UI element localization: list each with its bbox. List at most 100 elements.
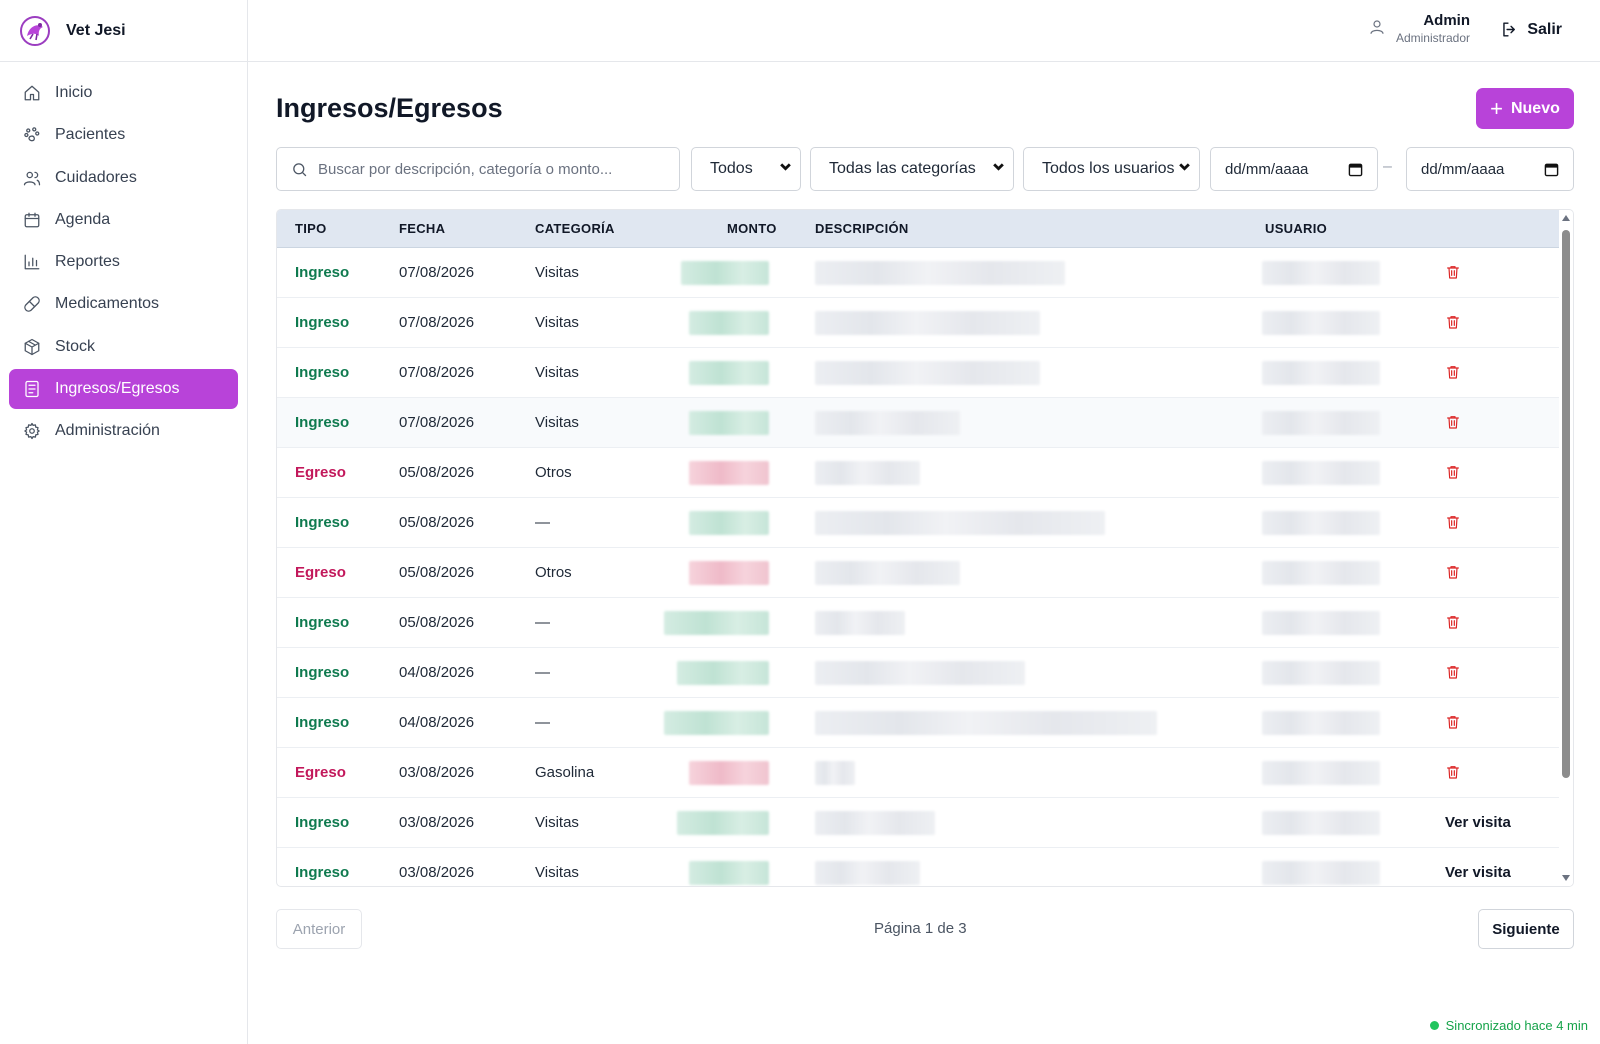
redacted-description xyxy=(815,410,960,435)
header-descripcion[interactable]: DESCRIPCIÓN xyxy=(815,221,909,236)
search-icon xyxy=(293,162,307,176)
redacted-user xyxy=(1262,260,1380,285)
table-row[interactable]: Egreso 05/08/2026 Otros xyxy=(277,448,1573,498)
sync-status-text: Sincronizado hace 4 min xyxy=(1445,1018,1588,1033)
table-row[interactable]: Egreso 03/08/2026 Gasolina xyxy=(277,748,1573,798)
sidebar-item-cuidadores[interactable]: Cuidadores xyxy=(9,158,238,198)
scroll-thumb[interactable] xyxy=(1562,230,1570,778)
table-row[interactable]: Ingreso 05/08/2026 — xyxy=(277,598,1573,648)
table-row[interactable]: Ingreso 04/08/2026 — xyxy=(277,698,1573,748)
redacted-user xyxy=(1262,860,1380,885)
redacted-description xyxy=(815,860,920,885)
redacted-amount xyxy=(681,260,769,285)
row-categoria: Visitas xyxy=(535,314,579,331)
sidebar-item-medicamentos[interactable]: Medicamentos xyxy=(9,284,238,324)
sidebar-item-stock[interactable]: Stock xyxy=(9,327,238,367)
delete-button[interactable] xyxy=(1445,564,1461,584)
header-usuario[interactable]: USUARIO xyxy=(1265,221,1328,236)
delete-button[interactable] xyxy=(1445,364,1461,384)
table-scrollbar[interactable] xyxy=(1559,210,1573,886)
user-icon xyxy=(1368,18,1386,41)
date-range-separator: – xyxy=(1383,158,1392,175)
delete-button[interactable] xyxy=(1445,664,1461,684)
sidebar-item-reportes[interactable]: Reportes xyxy=(9,242,238,282)
table-row[interactable]: Ingreso 03/08/2026 Visitas Ver visita xyxy=(277,798,1573,848)
header-fecha[interactable]: FECHA xyxy=(399,221,446,236)
sidebar-item-label: Administración xyxy=(55,422,160,440)
view-visit-link[interactable]: Ver visita xyxy=(1445,814,1511,831)
sidebar-item-label: Stock xyxy=(55,337,96,355)
row-categoria: Gasolina xyxy=(535,764,595,781)
row-fecha: 07/08/2026 xyxy=(399,414,475,431)
box-icon xyxy=(23,338,41,356)
delete-button[interactable] xyxy=(1445,314,1461,334)
user-menu[interactable]: Admin Administrador xyxy=(1368,12,1470,46)
header-monto[interactable]: MONTO xyxy=(727,221,777,236)
sidebar-item-agenda[interactable]: Agenda xyxy=(9,200,238,240)
categoria-select[interactable]: Todas las categorías xyxy=(810,147,1014,191)
status-dot-icon xyxy=(1429,1021,1439,1030)
redacted-description xyxy=(815,560,960,585)
table-row[interactable]: Ingreso 03/08/2026 Visitas Ver visita xyxy=(277,848,1573,886)
sidebar-item-inicio[interactable]: Inicio xyxy=(9,73,238,113)
delete-button[interactable] xyxy=(1445,264,1461,284)
date-from-input[interactable]: dd/mm/aaaa xyxy=(1210,147,1378,191)
search-input[interactable] xyxy=(318,160,668,178)
scroll-down-arrow-icon[interactable] xyxy=(1562,875,1570,881)
row-tipo: Egreso xyxy=(295,464,346,481)
previous-page-button[interactable]: Anterior xyxy=(276,909,362,949)
table-row[interactable]: Ingreso 07/08/2026 Visitas xyxy=(277,348,1573,398)
row-tipo: Ingreso xyxy=(295,514,350,531)
sidebar-item-label: Reportes xyxy=(55,253,120,271)
delete-button[interactable] xyxy=(1445,714,1461,734)
delete-button[interactable] xyxy=(1445,464,1461,484)
redacted-user xyxy=(1262,560,1380,585)
redacted-user xyxy=(1262,460,1380,485)
table-row[interactable]: Ingreso 07/08/2026 Visitas xyxy=(277,398,1573,448)
row-categoria: Visitas xyxy=(535,414,579,431)
delete-button[interactable] xyxy=(1445,614,1461,634)
row-fecha: 03/08/2026 xyxy=(399,814,475,831)
row-categoria: — xyxy=(535,514,550,531)
row-categoria: Visitas xyxy=(535,264,579,281)
scroll-up-arrow-icon[interactable] xyxy=(1562,215,1570,221)
header-categoria[interactable]: CATEGORÍA xyxy=(535,221,615,236)
redacted-user xyxy=(1262,710,1380,735)
header-tipo[interactable]: TIPO xyxy=(295,221,327,236)
usuario-select[interactable]: Todos los usuarios xyxy=(1023,147,1200,191)
next-page-button[interactable]: Siguiente xyxy=(1478,909,1574,949)
new-button[interactable]: + Nuevo xyxy=(1476,88,1574,129)
row-fecha: 04/08/2026 xyxy=(399,664,475,681)
delete-button[interactable] xyxy=(1445,514,1461,534)
row-tipo: Ingreso xyxy=(295,314,350,331)
redacted-amount xyxy=(689,760,769,785)
redacted-user xyxy=(1262,360,1380,385)
table-row[interactable]: Egreso 05/08/2026 Otros xyxy=(277,548,1573,598)
user-info: Admin Administrador xyxy=(1396,12,1470,46)
usuario-select-value: Todos los usuarios xyxy=(1042,160,1175,177)
table-row[interactable]: Ingreso 04/08/2026 — xyxy=(277,648,1573,698)
delete-button[interactable] xyxy=(1445,764,1461,784)
logout-button[interactable]: Salir xyxy=(1500,20,1562,39)
tipo-select[interactable]: Todos xyxy=(691,147,801,191)
date-to-input[interactable]: dd/mm/aaaa xyxy=(1406,147,1574,191)
transactions-table: TIPO FECHA CATEGORÍA MONTO DESCRIPCIÓN U… xyxy=(276,209,1574,887)
sidebar-item-pacientes[interactable]: Pacientes xyxy=(9,115,238,155)
view-visit-link[interactable]: Ver visita xyxy=(1445,864,1511,881)
brand[interactable]: Vet Jesi xyxy=(0,0,247,62)
row-tipo: Ingreso xyxy=(295,364,350,381)
row-categoria: Visitas xyxy=(535,864,579,881)
sidebar-item-administracion[interactable]: Administración xyxy=(9,411,238,451)
table-row[interactable]: Ingreso 05/08/2026 — xyxy=(277,498,1573,548)
table-row[interactable]: Ingreso 07/08/2026 Visitas xyxy=(277,248,1573,298)
delete-button[interactable] xyxy=(1445,414,1461,434)
redacted-description xyxy=(815,310,1040,335)
chevron-down-icon xyxy=(779,160,792,178)
sidebar-item-ingresos-egresos[interactable]: Ingresos/Egresos xyxy=(9,369,238,410)
row-tipo: Ingreso xyxy=(295,714,350,731)
table-row[interactable]: Ingreso 07/08/2026 Visitas xyxy=(277,298,1573,348)
redacted-amount xyxy=(664,710,769,735)
search-box xyxy=(276,147,680,191)
trash-icon xyxy=(1447,466,1459,479)
redacted-user xyxy=(1262,510,1380,535)
